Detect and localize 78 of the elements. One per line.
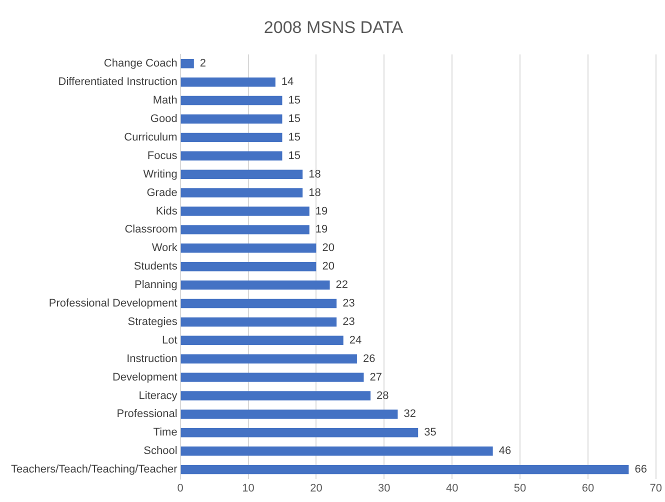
bar [180, 244, 316, 253]
x-tick-label: 40 [446, 482, 458, 494]
chart-title: 2008 MSNS DATA [264, 18, 404, 37]
x-tick-label: 10 [242, 482, 254, 494]
y-tick-label: Time [153, 426, 178, 439]
y-tick-label: Teachers/Teach/Teaching/Teacher [10, 464, 178, 476]
y-tick-label: Strategies [128, 316, 178, 328]
bar [180, 77, 276, 87]
data-label: 28 [376, 390, 389, 402]
bar [180, 262, 316, 272]
data-label: 24 [349, 334, 362, 346]
data-label: 18 [308, 186, 321, 199]
x-tick-label: 20 [310, 482, 322, 494]
data-label: 46 [498, 445, 512, 458]
bar [180, 336, 344, 346]
bar [180, 170, 303, 179]
bar [180, 132, 282, 142]
y-tick-label: Kids [156, 205, 178, 218]
y-tick-label: Grade [146, 186, 178, 199]
x-tick-label: 60 [582, 482, 594, 494]
bar [180, 96, 282, 106]
data-label: 14 [281, 76, 294, 88]
data-label: 15 [288, 131, 300, 144]
bar [180, 280, 330, 290]
bar [180, 114, 282, 124]
bar [180, 151, 282, 160]
x-tick-label: 0 [177, 482, 184, 494]
y-tick-label: Professional Development [48, 298, 178, 310]
x-tick-label: 50 [514, 482, 526, 494]
y-tick-label: Curriculum [124, 131, 178, 144]
data-label: 66 [634, 464, 647, 476]
y-tick-label: Good [150, 113, 178, 126]
y-tick-label: Students [134, 260, 178, 273]
y-tick-label: Planning [134, 279, 178, 292]
bar [180, 317, 337, 327]
y-tick-label: Classroom [124, 224, 178, 236]
bar [180, 354, 357, 364]
y-tick-label: Work [152, 242, 178, 254]
y-tick-label: Instruction [126, 352, 178, 365]
data-label: 27 [370, 371, 382, 384]
data-label: 2 [200, 58, 206, 70]
data-label: 32 [404, 408, 416, 420]
bar [180, 188, 303, 198]
data-label: 19 [315, 205, 328, 218]
bar [180, 446, 493, 456]
data-label: 19 [315, 224, 328, 236]
y-tick-label: Change Coach [104, 58, 178, 70]
bar [180, 372, 364, 382]
bar [180, 428, 418, 438]
bar [180, 59, 194, 68]
data-label: 18 [308, 168, 321, 180]
data-label: 15 [288, 150, 300, 162]
data-label: 15 [288, 94, 300, 107]
data-label: 35 [424, 426, 436, 439]
bar [180, 206, 310, 216]
y-tick-label: Writing [143, 168, 178, 180]
y-tick-label: Focus [147, 150, 178, 162]
bar [180, 410, 398, 419]
y-tick-label: Math [152, 94, 178, 107]
data-label: 26 [362, 352, 376, 365]
y-tick-label: Professional [116, 408, 178, 420]
data-label: 20 [322, 260, 334, 273]
y-tick-label: Development [112, 371, 178, 384]
data-label: 20 [322, 242, 334, 254]
y-tick-label: Literacy [138, 390, 178, 402]
x-tick-label: 30 [378, 482, 390, 494]
bar [180, 391, 371, 400]
y-tick-label: School [144, 445, 178, 458]
data-label: 22 [336, 279, 348, 292]
y-tick-label: Differentiated Instruction [58, 76, 178, 88]
bar [180, 225, 310, 234]
data-label: 15 [288, 113, 300, 126]
data-label: 23 [342, 298, 355, 310]
y-tick-label: Lot [162, 334, 178, 346]
bar [180, 298, 337, 308]
data-label: 23 [342, 316, 355, 328]
x-tick-label: 70 [650, 482, 662, 494]
bar [180, 464, 629, 474]
